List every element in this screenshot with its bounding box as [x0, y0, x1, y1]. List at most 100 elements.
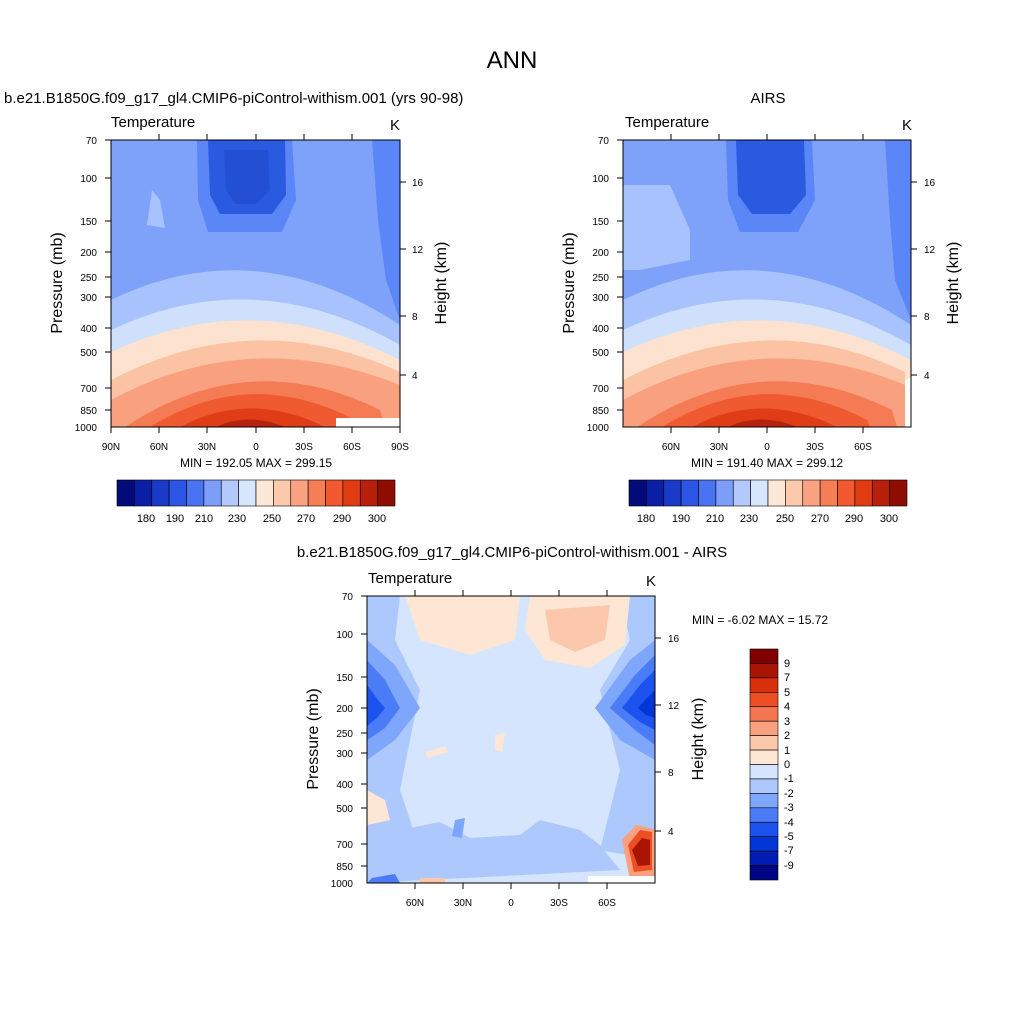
colorbar-swatch [749, 677, 779, 693]
svg-text:230: 230 [228, 513, 246, 525]
panel-model-colorbar-labels: 180 190 210 230 250 270 290 300 [137, 513, 386, 525]
svg-text:-7: -7 [784, 845, 794, 857]
colorbar-swatch [134, 479, 153, 507]
panel-model-y2-title: Height (km) [433, 242, 450, 325]
svg-text:60N: 60N [406, 898, 424, 909]
colorbar-swatch [628, 479, 647, 507]
panel-diff-colorbar-labels: 9 7 5 4 3 2 1 0 -1 -2 -3 -4 -5 -7 -9 [784, 658, 794, 872]
panel-model-height-ticks: 16 12 8 4 [412, 178, 424, 382]
svg-text:30S: 30S [806, 442, 824, 453]
svg-text:400: 400 [592, 324, 609, 335]
colorbar-swatch [889, 479, 908, 507]
colorbar-swatch [767, 479, 786, 507]
svg-text:0: 0 [784, 759, 790, 771]
svg-text:12: 12 [924, 245, 936, 256]
colorbar-swatch [359, 479, 378, 507]
panel-obs-y-title: Pressure (mb) [561, 232, 578, 333]
panel-diff-y-ticks: 70 100 150 200 250 300 400 500 700 850 1… [331, 592, 354, 890]
colorbar-swatch [819, 479, 838, 507]
colorbar-swatch [749, 793, 779, 809]
colorbar-swatch [732, 479, 751, 507]
svg-text:150: 150 [336, 673, 353, 684]
svg-text:70: 70 [342, 592, 354, 603]
colorbar-swatch [749, 836, 779, 852]
svg-text:60S: 60S [598, 898, 616, 909]
colorbar-swatch [290, 479, 309, 507]
colorbar-swatch [837, 479, 856, 507]
panel-obs: AIRS Temperature K 70 100 150 200 2 [561, 90, 962, 525]
svg-text:700: 700 [80, 384, 97, 395]
colorbar-swatch [273, 479, 292, 507]
svg-text:400: 400 [336, 780, 353, 791]
colorbar-swatch [168, 479, 187, 507]
panel-model-units: K [390, 117, 400, 134]
svg-text:60S: 60S [343, 442, 361, 453]
panel-model-x-ticks: 90N 60N 30N 0 30S 60S 90S [102, 442, 409, 453]
svg-text:1000: 1000 [587, 423, 610, 434]
colorbar-swatch [749, 692, 779, 708]
panel-obs-stats: MIN = 191.40 MAX = 299.12 [691, 456, 843, 470]
colorbar-swatch [220, 479, 239, 507]
panel-obs-y2-title: Height (km) [945, 242, 962, 325]
svg-text:-5: -5 [784, 831, 794, 843]
panel-diff-contour-field [367, 596, 655, 883]
svg-text:-9: -9 [784, 860, 794, 872]
svg-text:7: 7 [784, 672, 790, 684]
svg-text:150: 150 [592, 217, 609, 228]
svg-text:180: 180 [637, 513, 655, 525]
colorbar-swatch [377, 479, 396, 507]
svg-text:250: 250 [336, 729, 353, 740]
colorbar-swatch [871, 479, 890, 507]
svg-text:30N: 30N [454, 898, 472, 909]
svg-text:70: 70 [86, 136, 98, 147]
colorbar-swatch [255, 479, 274, 507]
svg-text:100: 100 [80, 174, 97, 185]
colorbar-swatch [151, 479, 170, 507]
panel-model-y-ticks: 70 100 150 200 250 300 400 500 700 850 1… [75, 136, 98, 434]
panel-model-left-label: Temperature [111, 114, 195, 131]
svg-text:8: 8 [412, 312, 418, 323]
colorbar-swatch [663, 479, 682, 507]
panel-diff-units: K [646, 573, 656, 590]
svg-text:500: 500 [80, 348, 97, 359]
colorbar-swatch [749, 648, 779, 664]
colorbar-swatch [342, 479, 361, 507]
svg-text:190: 190 [672, 513, 690, 525]
colorbar-swatch [749, 778, 779, 794]
panel-obs-contour-field [623, 140, 911, 427]
colorbar-swatch [785, 479, 804, 507]
svg-text:290: 290 [333, 513, 351, 525]
svg-text:190: 190 [166, 513, 184, 525]
svg-text:12: 12 [412, 245, 424, 256]
svg-text:16: 16 [412, 178, 424, 189]
svg-text:3: 3 [784, 716, 790, 728]
svg-text:400: 400 [80, 324, 97, 335]
colorbar-swatch [749, 850, 779, 866]
svg-text:230: 230 [740, 513, 758, 525]
panel-diff-header: b.e21.B1850G.f09_g17_gl4.CMIP6-piControl… [297, 544, 727, 561]
colorbar-swatch [646, 479, 665, 507]
svg-text:850: 850 [336, 862, 353, 873]
panel-obs-header: AIRS [750, 90, 785, 107]
panel-model-contour-field [111, 140, 400, 427]
colorbar-swatch [749, 749, 779, 765]
svg-text:-4: -4 [784, 817, 794, 829]
svg-text:300: 300 [336, 749, 353, 760]
panel-obs-height-ticks: 16 12 8 4 [924, 178, 936, 382]
svg-text:200: 200 [592, 248, 609, 259]
svg-text:5: 5 [784, 687, 790, 699]
colorbar-swatch [116, 479, 135, 507]
svg-text:30N: 30N [198, 442, 216, 453]
colorbar-swatch [749, 764, 779, 780]
colorbar-swatch [854, 479, 873, 507]
svg-text:850: 850 [592, 406, 609, 417]
svg-text:100: 100 [336, 630, 353, 641]
svg-text:9: 9 [784, 658, 790, 670]
svg-text:150: 150 [80, 217, 97, 228]
svg-text:16: 16 [924, 178, 936, 189]
svg-text:60N: 60N [662, 442, 680, 453]
colorbar-swatch [750, 479, 769, 507]
colorbar-swatch [749, 735, 779, 751]
svg-text:8: 8 [668, 768, 674, 779]
